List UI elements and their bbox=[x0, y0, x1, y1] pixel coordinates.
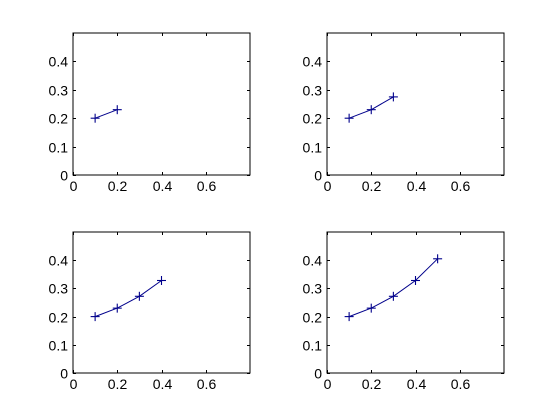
x-tick-label: 0.6 bbox=[197, 376, 217, 392]
y-tick-label: 0 bbox=[60, 168, 68, 184]
x-tick-label: 0.6 bbox=[197, 178, 217, 194]
y-tick-label: 0.4 bbox=[49, 54, 69, 70]
y-tick-label: 0.3 bbox=[303, 281, 323, 297]
y-tick-label: 0.4 bbox=[49, 253, 69, 269]
series-line bbox=[94, 109, 118, 119]
x-tick-label: 0.4 bbox=[153, 376, 173, 392]
y-tick-label: 0.2 bbox=[49, 111, 69, 127]
axes-box bbox=[326, 32, 505, 176]
plus-marker bbox=[112, 105, 122, 115]
y-tick-label: 0 bbox=[314, 168, 322, 184]
plus-marker bbox=[366, 303, 376, 313]
subplot-4: 0 0.2 0.4 0.6 0 0.1 0.2 0.3 0.4 bbox=[303, 231, 505, 392]
series-line bbox=[94, 280, 162, 318]
subplot-2: 0 0.2 0.4 0.6 0 0.1 0.2 0.3 0.4 bbox=[303, 32, 505, 194]
x-tick-label: 0 bbox=[324, 178, 332, 194]
x-tick-label: 0 bbox=[324, 376, 332, 392]
plus-marker bbox=[388, 92, 398, 102]
y-tick-label: 0.1 bbox=[303, 338, 323, 354]
y-tick-label: 0.3 bbox=[49, 83, 69, 99]
y-tick-label: 0 bbox=[60, 366, 68, 382]
y-tick-label: 0.1 bbox=[49, 338, 69, 354]
plus-marker bbox=[157, 276, 166, 286]
axes-box bbox=[72, 231, 251, 374]
plus-marker bbox=[433, 254, 443, 264]
y-tick-label: 0.2 bbox=[49, 310, 69, 326]
plus-marker bbox=[112, 303, 122, 313]
plus-marker bbox=[90, 113, 100, 123]
x-tick-label: 0.4 bbox=[407, 178, 427, 194]
y-tick-label: 0.2 bbox=[303, 310, 323, 326]
plus-marker bbox=[411, 276, 420, 286]
subplot-1: 0 0.2 0.4 0.6 0 0.1 0.2 0.3 0.4 bbox=[49, 32, 251, 194]
plus-marker bbox=[344, 312, 354, 322]
axes-box bbox=[326, 231, 505, 374]
x-tick-label: 0.6 bbox=[451, 376, 471, 392]
y-tick-label: 0.3 bbox=[49, 281, 69, 297]
x-tick-label: 0.2 bbox=[362, 376, 382, 392]
x-tick-label: 0.2 bbox=[108, 376, 128, 392]
x-tick-label: 0.6 bbox=[451, 178, 471, 194]
axes-box bbox=[72, 32, 251, 176]
y-tick-label: 0.2 bbox=[303, 111, 323, 127]
subplot-3: 0 0.2 0.4 0.6 0 0.1 0.2 0.3 0.4 bbox=[49, 231, 251, 392]
x-tick-label: 0.2 bbox=[362, 178, 382, 194]
plus-marker bbox=[90, 312, 100, 322]
plus-marker bbox=[134, 291, 144, 301]
y-tick-label: 0.3 bbox=[303, 83, 323, 99]
plus-marker bbox=[366, 105, 376, 115]
y-tick-label: 0.1 bbox=[303, 140, 323, 156]
y-tick-label: 0.4 bbox=[303, 253, 323, 269]
plus-marker bbox=[388, 291, 398, 301]
y-tick-label: 0.4 bbox=[303, 54, 323, 70]
x-tick-label: 0.2 bbox=[108, 178, 128, 194]
y-tick-label: 0 bbox=[314, 366, 322, 382]
x-tick-label: 0.4 bbox=[407, 376, 427, 392]
x-tick-label: 0 bbox=[70, 178, 78, 194]
y-tick-label: 0.1 bbox=[49, 140, 69, 156]
plus-marker bbox=[344, 113, 354, 123]
x-tick-label: 0 bbox=[70, 376, 78, 392]
x-tick-label: 0.4 bbox=[153, 178, 173, 194]
